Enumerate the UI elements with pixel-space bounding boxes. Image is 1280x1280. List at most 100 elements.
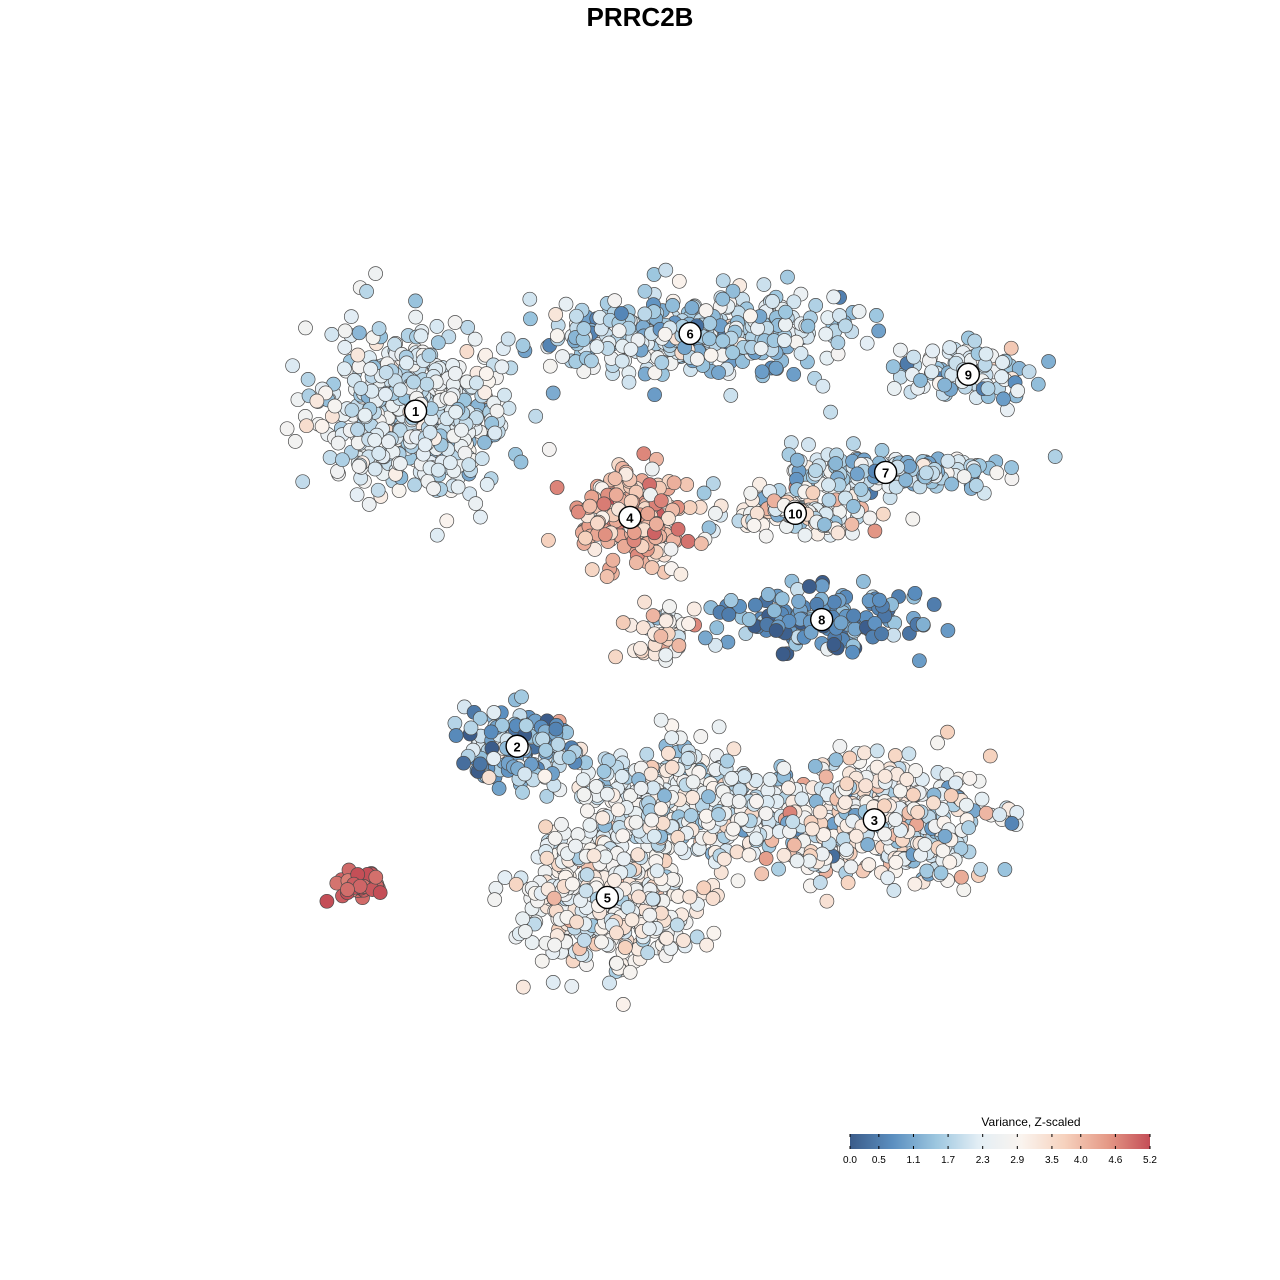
cell-point: [472, 756, 488, 772]
cell-point: [578, 883, 594, 899]
cell-point: [623, 341, 639, 357]
cluster-label-circle: [595, 885, 620, 910]
cell-point: [720, 634, 736, 650]
cell-point: [711, 807, 726, 822]
cell-point: [877, 826, 893, 842]
cell-point: [486, 751, 502, 766]
cell-point: [973, 861, 989, 877]
cell-point: [501, 400, 517, 416]
cell-point: [597, 527, 613, 543]
cell-point: [569, 308, 584, 324]
cell-point: [429, 527, 445, 543]
cell-point: [344, 402, 360, 418]
cell-point: [821, 477, 836, 493]
cell-point: [877, 768, 893, 784]
cell-point: [547, 937, 562, 953]
legend-tick-label: 4.0: [1074, 1155, 1088, 1166]
cell-point: [699, 937, 715, 953]
cell-point: [671, 273, 687, 289]
cell-point: [413, 328, 429, 344]
cell-point: [640, 945, 656, 961]
cell-point: [430, 462, 446, 478]
cell-point: [689, 351, 705, 367]
cell-point: [324, 327, 340, 342]
cell-point: [518, 718, 534, 733]
cell-point: [819, 893, 835, 909]
cell-point: [833, 615, 849, 631]
cell-point: [944, 476, 959, 492]
cell-point: [888, 854, 904, 870]
cell-point: [954, 869, 969, 885]
cell-point: [546, 890, 562, 906]
cell-point: [666, 475, 682, 491]
cell-point: [696, 485, 712, 501]
cell-point: [639, 746, 655, 762]
cell-point: [780, 269, 795, 285]
cell-point: [886, 883, 902, 898]
cell-point: [1004, 460, 1019, 475]
cell-point: [473, 509, 488, 525]
cell-point: [330, 435, 346, 451]
cell-point: [595, 810, 611, 826]
cell-point: [749, 794, 764, 809]
cell-point: [350, 422, 365, 437]
cell-point: [479, 477, 495, 492]
legend-tick-label: 3.5: [1045, 1155, 1059, 1166]
cell-point: [624, 912, 640, 928]
cell-point: [815, 378, 831, 394]
cell-point: [1041, 354, 1056, 369]
cell-point: [956, 882, 972, 898]
cell-point: [447, 366, 463, 381]
legend-tick-label: 2.3: [976, 1155, 990, 1166]
cell-point: [575, 772, 591, 788]
cell-point: [845, 644, 860, 660]
cell-point: [885, 359, 901, 375]
cell-point: [762, 772, 778, 787]
cell-point: [684, 300, 700, 316]
cell-point: [607, 471, 623, 486]
cell-point: [538, 819, 553, 835]
cell-point: [633, 781, 649, 796]
cluster-label-4: 4: [618, 505, 642, 530]
cell-point: [805, 485, 821, 501]
legend-tick-label: 0.0: [843, 1155, 857, 1166]
cell-point: [709, 620, 725, 636]
cell-point: [620, 900, 636, 915]
cell-point: [823, 404, 838, 420]
cell-point: [962, 770, 978, 786]
cell-point: [959, 797, 974, 813]
cell-point: [980, 381, 996, 396]
cell-point: [615, 615, 631, 630]
cell-point: [859, 335, 875, 351]
legend-tick-label: 1.1: [907, 1155, 921, 1166]
cell-point: [967, 333, 983, 349]
cell-point: [596, 764, 612, 779]
cell-point: [838, 318, 853, 334]
cell-point: [812, 875, 828, 890]
cell-point: [647, 365, 663, 381]
cell-point: [995, 355, 1010, 370]
cell-point: [381, 434, 396, 450]
cell-point: [545, 975, 561, 990]
cell-point: [578, 530, 593, 546]
cell-point: [937, 828, 953, 844]
cell-point: [754, 866, 770, 882]
cell-point: [783, 435, 799, 450]
cell-point: [726, 741, 742, 757]
cell-point: [786, 837, 802, 853]
legend-tick-label: 4.6: [1108, 1155, 1122, 1166]
cell-point: [491, 781, 507, 796]
cell-point: [658, 262, 674, 278]
cell-point: [961, 820, 976, 836]
cell-point: [843, 859, 859, 875]
cell-point: [643, 766, 659, 782]
cell-point: [295, 474, 311, 490]
cell-point: [343, 309, 359, 324]
cell-point: [702, 331, 717, 347]
cluster-label-circle: [505, 734, 529, 758]
cell-point: [483, 724, 499, 740]
cell-point: [808, 463, 823, 478]
cell-point: [913, 373, 928, 388]
cell-point: [746, 518, 762, 533]
cell-point: [756, 277, 772, 292]
